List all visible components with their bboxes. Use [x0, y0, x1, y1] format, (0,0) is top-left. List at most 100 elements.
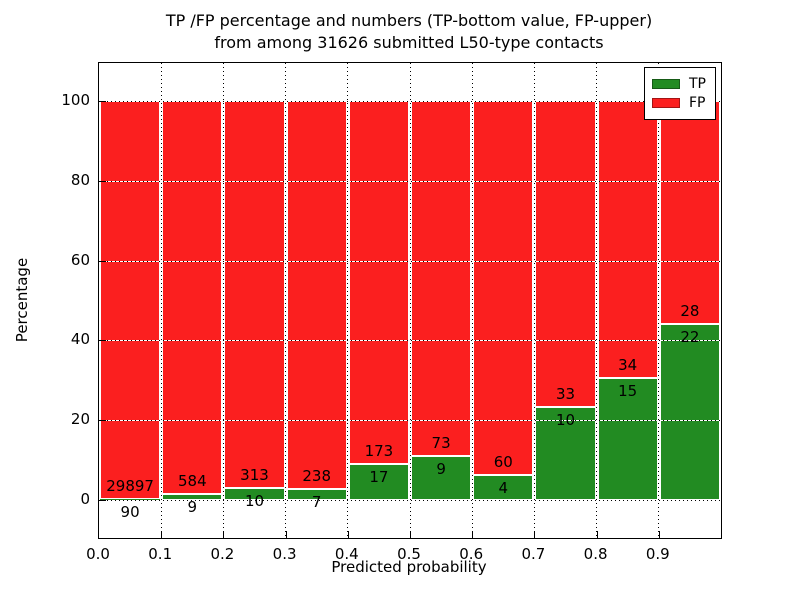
tp-count-label: 90: [120, 502, 140, 521]
y-axis-label: Percentage: [13, 257, 31, 343]
y-tickmark: [99, 500, 106, 502]
horizontal-gridline: [99, 420, 721, 422]
fp-legend-swatch: [652, 98, 680, 108]
x-tickmark: [596, 531, 598, 538]
vertical-gridline: [658, 63, 660, 538]
x-tick-label: 0.7: [521, 545, 546, 563]
vertical-gridline: [596, 63, 598, 538]
x-tick-label: 0.0: [86, 545, 110, 563]
fp-count-label: 60: [493, 453, 513, 472]
y-tick-label: 60: [70, 250, 90, 269]
tp-count-label: 22: [680, 328, 700, 347]
legend-entry-tp: TP: [652, 76, 706, 92]
vertical-gridline: [160, 63, 162, 538]
legend-entry-fp: FP: [652, 95, 706, 111]
horizontal-gridline: [99, 340, 721, 342]
x-tickmark: [658, 531, 660, 538]
bar-segment-fp: [162, 100, 223, 494]
bar-segment-tp: [597, 377, 658, 501]
x-tick-label: 0.6: [459, 545, 484, 563]
bar-segment-tp: [473, 475, 534, 501]
plot-area: TP FP 29897 90 584 9 313 10 238 7 173 17 73 9 60 4 33 1…: [98, 62, 722, 539]
y-tickmark: [99, 260, 106, 262]
y-tick-label: 40: [70, 330, 90, 349]
fp-count-label: 584: [177, 472, 207, 491]
x-tickmark: [410, 531, 411, 538]
bar-segment-fp: [473, 100, 534, 476]
tp-count-label: 4: [498, 479, 509, 498]
vertical-gridline: [222, 63, 224, 538]
x-tick-label: 0.4: [334, 545, 359, 563]
x-tick-label: 0.5: [397, 545, 421, 563]
x-tick-label: 0.3: [272, 545, 297, 563]
fp-count-label: 238: [302, 466, 332, 485]
bar-segment-tp: [535, 407, 596, 501]
tp-count-label: 7: [311, 492, 322, 511]
fp-count-label: 29897: [106, 476, 154, 495]
bar-segment-fp: [224, 100, 285, 488]
x-tickmark: [347, 531, 349, 538]
bar-segment-tp: [162, 494, 223, 501]
tp-count-label: 9: [187, 498, 198, 516]
tp-count-label: 9: [436, 460, 446, 479]
y-tick-label: 80: [70, 170, 90, 189]
bar-segment-tp: [659, 324, 720, 501]
x-tick-label: 0.8: [583, 545, 608, 563]
fp-count-label: 173: [364, 442, 394, 461]
tp-count-label: 10: [555, 411, 576, 430]
fp-count-label: 73: [431, 434, 451, 453]
horizontal-gridline: [99, 260, 721, 262]
bar-segment-tp: [348, 464, 409, 501]
bar-segment-fp: [100, 100, 161, 499]
y-tick-label: 0: [80, 490, 90, 509]
vertical-gridline: [533, 63, 535, 538]
bar-segment-fp: [659, 100, 720, 325]
legend: TP FP: [644, 67, 716, 120]
horizontal-gridline: [99, 500, 721, 502]
bar-segment-tp: [411, 456, 472, 501]
bar-segment-tp: [286, 488, 347, 501]
tp-legend-label: TP: [689, 76, 706, 92]
x-tickmark: [534, 531, 536, 538]
vertical-gridline: [285, 63, 287, 538]
vertical-gridline: [409, 63, 411, 538]
bar-segment-fp: [286, 100, 347, 489]
y-tickmark: [99, 340, 106, 342]
y-tickmark: [99, 420, 106, 422]
x-axis-label: Predicted probability: [331, 558, 487, 576]
y-tickmark: [99, 100, 106, 102]
fp-count-label: 28: [680, 302, 700, 321]
bar-segment-fp: [348, 100, 409, 465]
vertical-gridline: [471, 63, 473, 538]
x-tick-label: 0.9: [645, 545, 670, 563]
x-tickmark: [223, 531, 225, 538]
tp-count-label: 17: [369, 468, 389, 487]
tp-count-label: 10: [244, 491, 265, 510]
fp-count-label: 313: [240, 465, 269, 484]
y-tick-label: 20: [70, 410, 90, 429]
x-tick-label: 0.2: [210, 545, 235, 563]
fp-count-label: 33: [555, 385, 576, 404]
bar-segment-fp: [411, 100, 472, 457]
chart-title-line2: from among 31626 submitted L50-type cont…: [214, 33, 604, 52]
bar-segment-fp: [535, 100, 596, 408]
fp-count-label: 34: [618, 355, 638, 374]
chart-title: TP /FP percentage and numbers (TP-bottom…: [98, 10, 720, 54]
horizontal-gridline: [99, 180, 721, 182]
horizontal-gridline: [99, 100, 721, 102]
bar-segment-tp: [224, 487, 285, 501]
y-tickmark: [99, 180, 106, 182]
fp-legend-label: FP: [689, 95, 706, 111]
tp-legend-swatch: [652, 79, 680, 89]
bar-segment-tp: [100, 498, 161, 501]
tp-count-label: 15: [618, 381, 638, 400]
x-tick-label: 0.1: [148, 545, 173, 563]
vertical-gridline: [347, 63, 349, 538]
x-tickmark: [472, 531, 474, 538]
bar-segment-fp: [597, 100, 658, 378]
y-tick-label: 100: [61, 90, 90, 109]
x-tickmark: [285, 531, 287, 538]
chart-title-line1: TP /FP percentage and numbers (TP-bottom…: [165, 11, 653, 30]
x-tickmark: [161, 531, 163, 538]
